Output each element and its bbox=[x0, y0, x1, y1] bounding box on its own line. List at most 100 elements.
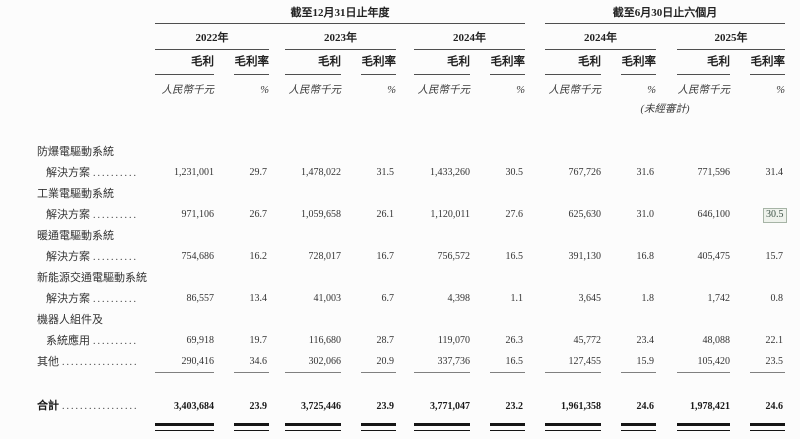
cell-value: 16.2 bbox=[249, 251, 268, 262]
total-value: 3,725,446 bbox=[301, 400, 341, 412]
cell-value: 86,557 bbox=[186, 293, 215, 304]
total-label: 合計 bbox=[37, 400, 59, 412]
unit-pct: % bbox=[260, 84, 269, 96]
segment-label: 防爆電驅動系統 bbox=[37, 145, 114, 158]
year-2025-interim: 2025年 bbox=[677, 23, 786, 50]
cell-value: 405,475 bbox=[697, 251, 731, 262]
margin-header: 毛利率 bbox=[750, 49, 786, 75]
unit-row: 人民幣千元 % 人民幣千元 % 人民幣千元 % 人民幣千元 % 人民幣千元 % bbox=[37, 74, 786, 98]
dot-leader: .................. bbox=[62, 402, 137, 412]
total-value: 24.6 bbox=[636, 400, 655, 412]
dot-leader: .......... bbox=[93, 168, 137, 179]
segment-sublabel: 系統應用 bbox=[46, 334, 90, 347]
cell-value: 48,088 bbox=[702, 335, 731, 346]
double-rule bbox=[234, 423, 269, 431]
segment-label: 工業電驅動系統 bbox=[37, 187, 114, 200]
cell-value: 625,630 bbox=[568, 209, 602, 220]
cell-value: 1.1 bbox=[510, 293, 524, 304]
cell-value: 1,059,658 bbox=[301, 209, 341, 220]
double-rule bbox=[490, 423, 525, 431]
row-robotics-values: 系統應用.......... 69,918 19.7 116,680 28.7 … bbox=[37, 331, 785, 352]
cell-value: 34.6 bbox=[234, 351, 269, 373]
double-rule bbox=[621, 423, 656, 431]
segment-sublabel: 解決方案 bbox=[46, 250, 90, 263]
unit-rmb: 人民幣千元 bbox=[161, 84, 215, 96]
cell-value: 391,130 bbox=[568, 251, 602, 262]
cell-value: 6.7 bbox=[381, 293, 395, 304]
row-industrial-values: 解決方案.......... 971,106 26.7 1,059,658 26… bbox=[37, 205, 788, 226]
row-others: 其他.................. 290,416 34.6 302,06… bbox=[37, 351, 786, 373]
cell-value: 31.4 bbox=[765, 167, 784, 178]
year-2023: 2023年 bbox=[285, 23, 396, 50]
double-rule bbox=[155, 423, 214, 431]
cell-value: 728,017 bbox=[308, 251, 342, 262]
cell-value: 290,416 bbox=[155, 351, 214, 373]
interim-spanner: 截至6月30日止六個月 bbox=[545, 0, 786, 24]
double-rule bbox=[361, 423, 396, 431]
total-double-rule-row bbox=[37, 418, 786, 432]
cell-value: 20.9 bbox=[361, 351, 396, 373]
double-rule bbox=[545, 423, 601, 431]
profit-header: 毛利 bbox=[155, 49, 214, 75]
total-value: 24.6 bbox=[765, 400, 784, 412]
cell-value: 971,106 bbox=[181, 209, 215, 220]
unit-pct: % bbox=[647, 84, 656, 96]
cell-value: 26.1 bbox=[376, 209, 395, 220]
profit-header: 毛利 bbox=[677, 49, 730, 75]
total-value: 1,978,421 bbox=[690, 400, 730, 412]
highlighted-cell-value: 30.5 bbox=[750, 205, 788, 226]
profit-header: 毛利 bbox=[414, 49, 470, 75]
dot-leader: .................. bbox=[62, 357, 137, 368]
dot-leader: .......... bbox=[93, 210, 137, 221]
double-rule bbox=[285, 423, 341, 431]
unit-rmb: 人民幣千元 bbox=[677, 84, 731, 96]
cell-value: 4,398 bbox=[447, 293, 471, 304]
profit-header: 毛利 bbox=[545, 49, 601, 75]
cell-value: 116,680 bbox=[308, 335, 341, 346]
margin-header: 毛利率 bbox=[490, 49, 525, 75]
segment-label: 暖通電驅動系統 bbox=[37, 229, 114, 242]
cell-value: 0.8 bbox=[770, 293, 784, 304]
profit-header: 毛利 bbox=[285, 49, 341, 75]
cell-value: 16.8 bbox=[636, 251, 655, 262]
margin-header: 毛利率 bbox=[361, 49, 396, 75]
segment-sublabel: 解決方案 bbox=[46, 166, 90, 179]
segment-sublabel: 解決方案 bbox=[46, 292, 90, 305]
cell-value: 45,772 bbox=[573, 335, 602, 346]
margin-header: 毛利率 bbox=[234, 49, 269, 75]
gross-profit-table: 截至12月31日止年度 截至6月30日止六個月 2022年 2023年 2024… bbox=[37, 0, 788, 432]
cell-value: 1,120,011 bbox=[430, 209, 470, 220]
unit-rmb: 人民幣千元 bbox=[417, 84, 471, 96]
cell-value: 771,596 bbox=[697, 167, 731, 178]
cell-value: 31.0 bbox=[636, 209, 655, 220]
total-value: 3,403,684 bbox=[174, 400, 214, 412]
double-rule bbox=[414, 423, 470, 431]
measure-row: 毛利 毛利率 毛利 毛利率 毛利 毛利率 毛利 毛利率 毛利 毛利率 bbox=[37, 49, 786, 75]
unit-pct: % bbox=[776, 84, 786, 96]
total-value: 23.2 bbox=[505, 400, 524, 412]
segment-label: 新能源交通電驅動系統 bbox=[37, 271, 147, 284]
cell-value: 754,686 bbox=[181, 251, 215, 262]
year-2024-interim: 2024年 bbox=[545, 23, 656, 50]
cell-value: 1,231,001 bbox=[174, 167, 214, 178]
cell-value: 119,070 bbox=[437, 335, 470, 346]
total-value: 23.9 bbox=[376, 400, 395, 412]
cell-value: 1,478,022 bbox=[301, 167, 341, 178]
cell-value: 29.7 bbox=[249, 167, 268, 178]
year-row: 2022年 2023年 2024年 2024年 2025年 bbox=[37, 23, 786, 50]
row-nev-values: 解決方案.......... 86,557 13.4 41,003 6.7 4,… bbox=[37, 289, 785, 310]
year-2024: 2024年 bbox=[414, 23, 525, 50]
cell-value: 41,003 bbox=[313, 293, 342, 304]
row-industrial-label: 工業電驅動系統 bbox=[37, 184, 785, 205]
unit-rmb: 人民幣千元 bbox=[288, 84, 342, 96]
cell-value: 127,455 bbox=[545, 351, 601, 373]
row-hvac-values: 解決方案.......... 754,686 16.2 728,017 16.7… bbox=[37, 247, 785, 268]
cell-value: 23.4 bbox=[636, 335, 655, 346]
row-nev-label: 新能源交通電驅動系統 bbox=[37, 268, 785, 289]
cell-value: 302,066 bbox=[285, 351, 341, 373]
cell-value: 26.3 bbox=[505, 335, 524, 346]
double-rule bbox=[677, 423, 730, 431]
unaudited-row: (未經審計) bbox=[37, 98, 785, 119]
dot-leader: .......... bbox=[93, 252, 137, 263]
